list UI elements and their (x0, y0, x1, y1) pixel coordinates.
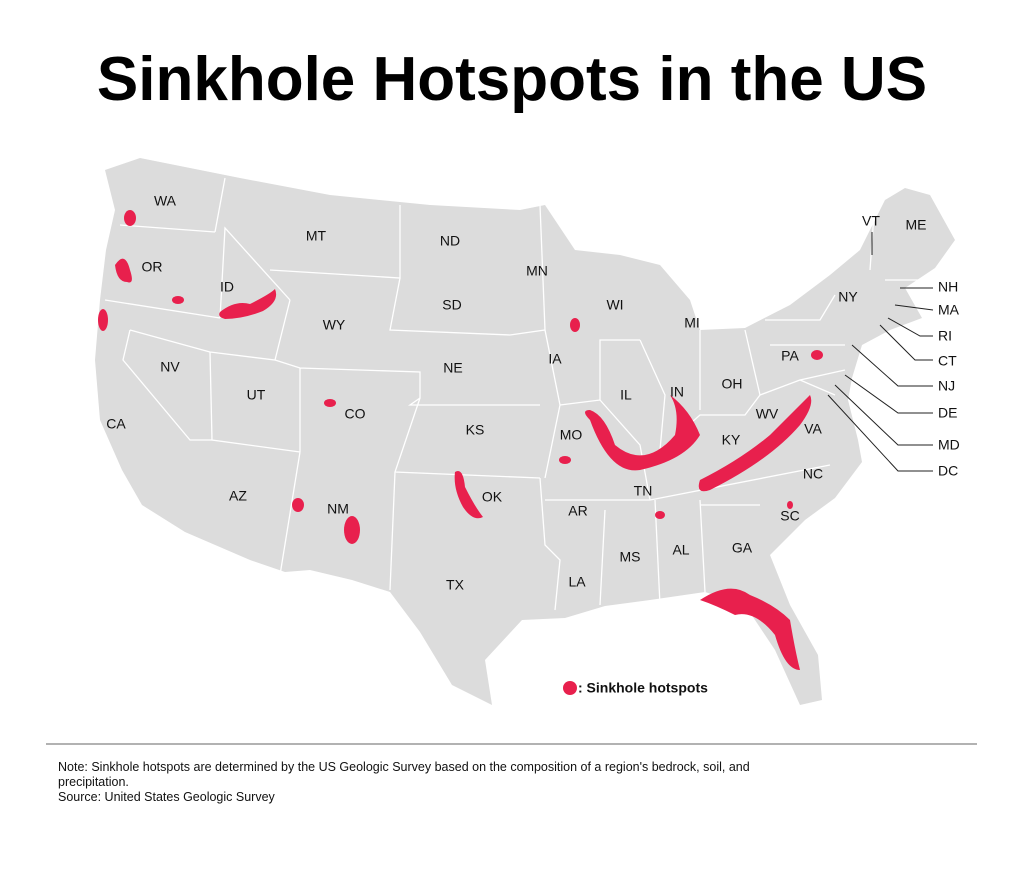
us-outline (95, 158, 955, 705)
state-label: RI (938, 328, 952, 344)
state-label: WI (606, 297, 623, 313)
state-label: AZ (229, 488, 247, 504)
state-label: ID (220, 279, 234, 295)
state-label: NC (803, 466, 823, 482)
state-label: IA (548, 351, 562, 367)
state-label: SD (442, 297, 461, 313)
title: Sinkhole Hotspots in the US (97, 45, 927, 114)
state-label: MT (306, 228, 327, 244)
state-label: TN (634, 483, 653, 499)
map: WA OR NV CA ID MT WY UT CO AZ NM ND SD N… (95, 158, 960, 705)
state-label: UT (247, 387, 266, 403)
state-label: MI (684, 315, 700, 331)
state-label: PA (781, 348, 799, 364)
state-label: VT (862, 213, 880, 229)
state-label: OK (482, 489, 503, 505)
state-label: DE (938, 405, 957, 421)
state-label: GA (732, 540, 753, 556)
state-label: ND (440, 233, 460, 249)
state-label: WA (154, 193, 177, 209)
note: Note: Sinkhole hotspots are determined b… (58, 760, 750, 774)
state-label: CA (106, 416, 126, 432)
legend-swatch (563, 681, 577, 695)
state-label: VA (804, 421, 822, 437)
hotspots (98, 210, 823, 670)
state-label: KS (466, 422, 485, 438)
state-label: IL (620, 387, 632, 403)
state-label: MA (938, 302, 960, 318)
state-label: KY (722, 432, 741, 448)
state-label: DC (938, 463, 958, 479)
state-borders (104, 177, 930, 611)
state-label: NE (443, 360, 462, 376)
state-label: MD (938, 437, 960, 453)
state-label: CT (938, 353, 957, 369)
state-label: AL (672, 542, 689, 558)
source: Source: United States Geologic Survey (58, 790, 276, 804)
legend-label: : Sinkhole hotspots (578, 680, 708, 696)
state-label: AR (568, 503, 587, 519)
state-labels: WA OR NV CA ID MT WY UT CO AZ NM ND SD N… (106, 193, 926, 593)
state-label: NJ (938, 378, 955, 394)
state-label: MO (560, 427, 583, 443)
state-label: OH (722, 376, 743, 392)
state-label: SC (780, 508, 799, 524)
state-label: NV (160, 359, 180, 375)
state-label: NM (327, 501, 349, 517)
state-label: NY (838, 289, 858, 305)
state-label: TX (446, 577, 465, 593)
state-label: NH (938, 279, 958, 295)
state-label: LA (568, 574, 586, 590)
legend: : Sinkhole hotspots (563, 680, 708, 696)
state-label: MS (620, 549, 641, 565)
state-label: ME (906, 217, 927, 233)
state-label: IN (670, 384, 684, 400)
state-label: CO (345, 406, 366, 422)
state-label: WY (323, 317, 346, 333)
note: precipitation. (58, 775, 129, 789)
state-label: OR (142, 259, 163, 275)
state-label: WV (756, 406, 779, 422)
state-label: MN (526, 263, 548, 279)
leader-lines: NH MA RI CT NJ DE MD DC (827, 232, 960, 479)
